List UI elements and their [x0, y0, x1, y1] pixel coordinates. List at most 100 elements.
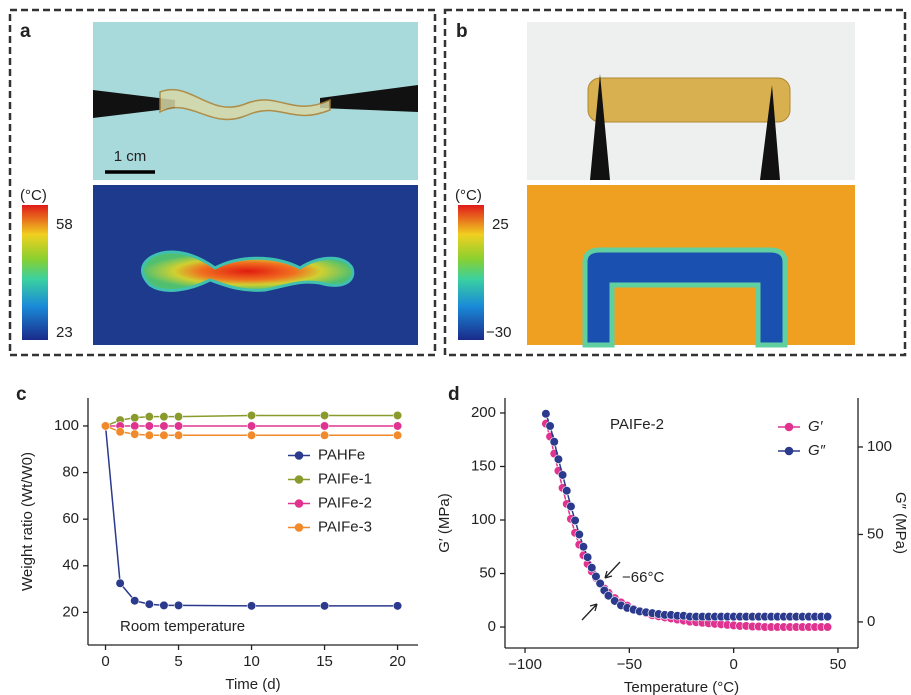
- data-point: [160, 601, 169, 610]
- data-point: [571, 516, 580, 525]
- data-point: [116, 579, 125, 588]
- data-point: [101, 422, 110, 431]
- panel-label: a: [20, 21, 31, 42]
- legend-label: PAIFe-3: [318, 518, 372, 535]
- data-point: [579, 542, 588, 551]
- data-point: [130, 414, 139, 423]
- y2-axis-label: G″ (MPa): [892, 492, 909, 554]
- y-axis-label: G′ (MPa): [436, 493, 453, 552]
- x-tick-label: −100: [508, 656, 542, 673]
- y-tick-label: 40: [62, 557, 79, 574]
- x-tick-label: 50: [830, 656, 847, 673]
- data-point: [130, 596, 139, 605]
- data-point: [247, 422, 256, 431]
- y-tick-label: 60: [62, 510, 79, 527]
- data-point: [393, 431, 402, 440]
- data-point: [393, 602, 402, 611]
- y2-tick-label: 100: [867, 438, 892, 455]
- y2-tick-label: 50: [867, 525, 884, 542]
- x-tick-label: 0: [101, 653, 109, 670]
- colorbar-min: 23: [56, 324, 73, 341]
- y-tick-label: 0: [488, 618, 496, 635]
- data-point: [320, 411, 329, 420]
- legend-label: G″: [808, 442, 826, 459]
- data-point: [587, 563, 596, 572]
- legend-marker: [295, 523, 304, 532]
- x-tick-label: 10: [243, 653, 260, 670]
- data-point: [320, 422, 329, 431]
- data-point: [130, 430, 139, 439]
- data-point: [145, 422, 154, 431]
- data-point: [174, 412, 183, 421]
- legend-label: G′: [808, 418, 824, 435]
- data-point: [145, 412, 154, 421]
- x-tick-label: −50: [617, 656, 642, 673]
- x-tick-label: 5: [174, 653, 182, 670]
- data-point: [145, 600, 154, 609]
- data-point: [247, 431, 256, 440]
- y-tick-label: 20: [62, 603, 79, 620]
- legend-label: PAHFe: [318, 446, 365, 463]
- data-point: [160, 422, 169, 431]
- arrow: [582, 604, 597, 620]
- data-point: [247, 602, 256, 611]
- data-point: [320, 602, 329, 611]
- annotation: −66°C: [622, 569, 664, 586]
- hot-spot: [143, 252, 353, 290]
- y-tick-label: 100: [471, 511, 496, 528]
- data-point: [823, 612, 832, 621]
- legend-marker: [785, 447, 794, 456]
- y-tick-label: 80: [62, 464, 79, 481]
- data-point: [116, 427, 125, 436]
- series-line: [546, 414, 828, 617]
- legend-marker: [295, 475, 304, 484]
- legend-label: PAIFe-2: [318, 494, 372, 511]
- data-point: [393, 411, 402, 420]
- arrow: [605, 562, 620, 578]
- y-tick-label: 200: [471, 404, 496, 421]
- series-line: [546, 424, 828, 627]
- data-point: [130, 422, 139, 431]
- colorbar: [22, 205, 48, 340]
- x-axis-label: Temperature (°C): [624, 679, 739, 695]
- data-point: [558, 471, 567, 480]
- gel: [588, 78, 790, 122]
- y-tick-label: 150: [471, 457, 496, 474]
- data-point: [542, 409, 551, 418]
- x-tick-label: 20: [389, 653, 406, 670]
- x-tick-label: 15: [316, 653, 333, 670]
- y-tick-label: 100: [54, 417, 79, 434]
- scale-bar-label: 1 cm: [114, 148, 147, 165]
- panel-label: c: [16, 384, 27, 405]
- data-point: [550, 437, 559, 446]
- y2-tick-label: 0: [867, 613, 875, 630]
- data-point: [160, 412, 169, 421]
- data-point: [145, 431, 154, 440]
- data-point: [554, 455, 563, 464]
- panel-label: d: [448, 384, 460, 405]
- colorbar-unit: (°C): [20, 187, 47, 204]
- colorbar-max: 58: [56, 216, 73, 233]
- data-point: [320, 431, 329, 440]
- legend-label: PAIFe-1: [318, 470, 372, 487]
- annotation: Room temperature: [120, 618, 245, 635]
- colorbar-min: −30: [486, 324, 511, 341]
- data-point: [393, 422, 402, 431]
- data-point: [174, 431, 183, 440]
- colorbar-unit: (°C): [455, 187, 482, 204]
- y-axis-label: Weight ratio (Wt/W0): [19, 452, 36, 591]
- figure: 1 cm a (°C) 58 23 b (°C) 25 −30 05101520…: [0, 0, 911, 695]
- x-tick-label: 0: [729, 656, 737, 673]
- legend-marker: [295, 499, 304, 508]
- data-point: [583, 553, 592, 562]
- colorbar: [458, 205, 484, 340]
- data-point: [562, 486, 571, 495]
- legend-marker: [295, 451, 304, 460]
- y-tick-label: 50: [479, 564, 496, 581]
- data-point: [174, 422, 183, 431]
- legend-marker: [785, 423, 794, 432]
- annotation: PAIFe-2: [610, 416, 664, 433]
- colorbar-max: 25: [492, 216, 509, 233]
- data-point: [823, 623, 832, 632]
- x-axis-label: Time (d): [225, 676, 280, 693]
